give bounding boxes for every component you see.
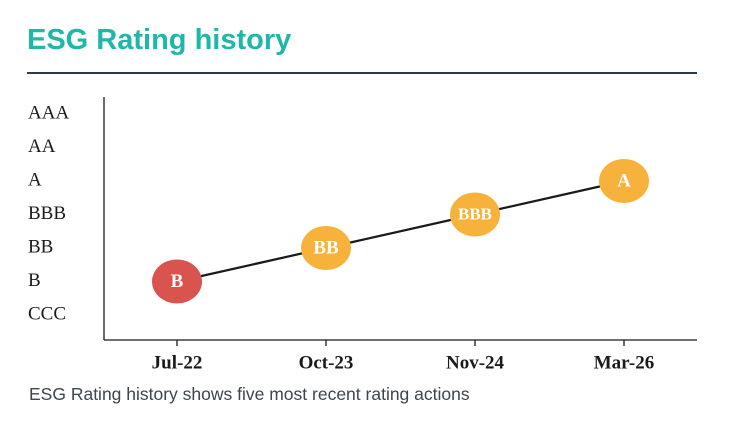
y-tick-label-a: A (28, 169, 42, 190)
y-tick-label-aaa: AAA (28, 102, 69, 123)
x-tick-label-nov-24: Nov-24 (446, 352, 505, 373)
rating-marker-oct-23 (301, 226, 351, 270)
x-axis-ticks (176, 340, 625, 346)
x-tick-label-jul-22: Jul-22 (152, 352, 203, 373)
rating-label-nov-24: BBB (458, 204, 492, 223)
x-tick-label-mar-26: Mar-26 (594, 352, 655, 373)
y-tick-label-b: B (28, 270, 41, 291)
page-title: ESG Rating history (27, 24, 292, 56)
trend-segment-3 (474, 179, 625, 216)
y-tick-label-bb: BB (28, 236, 53, 257)
rating-label-jul-22: B (171, 271, 184, 292)
rating-point-oct-23: BB (301, 226, 351, 270)
rating-marker-nov-24 (450, 192, 500, 237)
rating-point-nov-24: BBB (450, 192, 500, 237)
rating-label-oct-23: BB (313, 237, 339, 258)
title-divider (27, 72, 697, 74)
rating-label-mar-26: A (617, 170, 631, 191)
rating-trend-line (176, 179, 625, 283)
x-axis-labels: Jul-22 Oct-23 Nov-24 Mar-26 (152, 352, 655, 373)
rating-marker-jul-22 (152, 259, 202, 304)
rating-marker-mar-26 (599, 159, 649, 203)
y-tick-label-aa: AA (28, 136, 56, 157)
rating-point-mar-26: A (599, 159, 649, 203)
chart-caption: ESG Rating history shows five most recen… (29, 384, 470, 404)
trend-segment-2 (325, 213, 476, 250)
y-tick-label-bbb: BBB (28, 203, 66, 224)
y-tick-label-ccc: CCC (28, 303, 66, 324)
rating-point-jul-22: B (152, 259, 202, 304)
x-tick-label-oct-23: Oct-23 (299, 352, 354, 373)
trend-segment-1 (176, 246, 327, 283)
